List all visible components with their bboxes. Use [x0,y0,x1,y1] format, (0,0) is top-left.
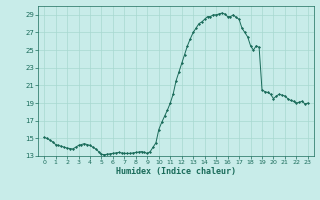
X-axis label: Humidex (Indice chaleur): Humidex (Indice chaleur) [116,167,236,176]
